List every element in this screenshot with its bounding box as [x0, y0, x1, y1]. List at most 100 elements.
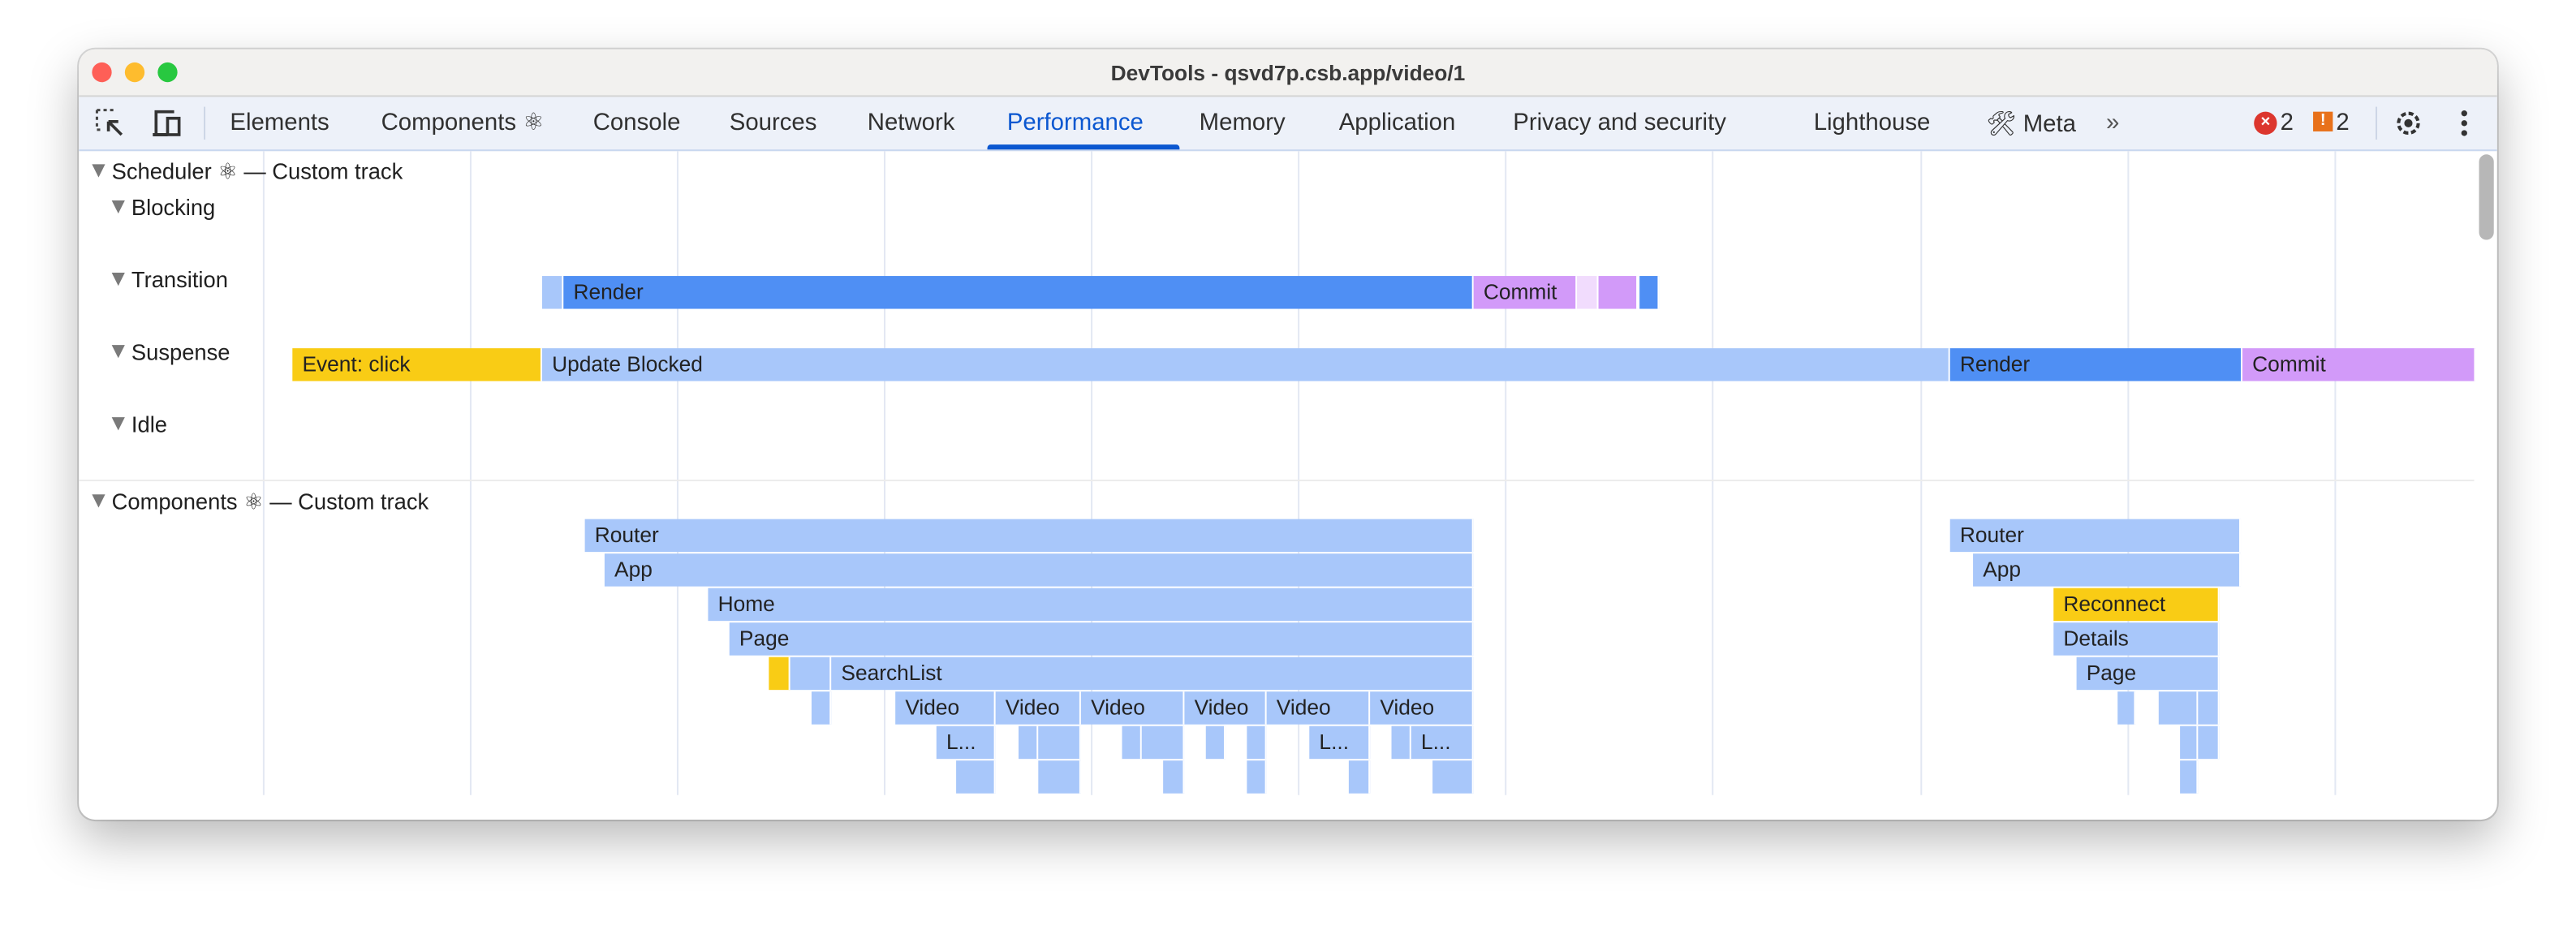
gridline — [1091, 151, 1093, 795]
tab-sources[interactable]: Sources — [729, 110, 817, 137]
performance-timeline[interactable]: Scheduler ⚛ — Custom track Blocking Tran… — [79, 151, 2497, 820]
collapse-triangle-icon — [111, 345, 125, 359]
flame-bar[interactable] — [1247, 760, 1267, 794]
flame-bar[interactable] — [2198, 691, 2220, 725]
gridline — [1920, 151, 1923, 795]
inspect-element-icon[interactable] — [95, 109, 124, 138]
flame-bar[interactable] — [769, 657, 790, 691]
flame-bar[interactable]: Reconnect — [2053, 588, 2220, 622]
lane-idle[interactable]: Idle — [111, 412, 168, 437]
commit-bar[interactable]: Commit — [2242, 348, 2476, 381]
lane-label: Idle — [131, 412, 168, 437]
flame-bar[interactable]: App — [1973, 553, 2242, 587]
flame-bar[interactable]: Page — [2076, 657, 2220, 691]
lane-label: Transition — [131, 267, 228, 293]
kebab-menu-icon[interactable] — [2458, 109, 2470, 138]
flame-bar[interactable]: Details — [2053, 622, 2220, 656]
tab-meta-label: Meta — [2022, 111, 2076, 139]
collapse-triangle-icon — [111, 273, 125, 286]
flame-bar[interactable] — [956, 760, 996, 794]
tab-components[interactable]: Components ⚛ — [381, 110, 545, 137]
close-button[interactable] — [92, 62, 112, 83]
tab-performance[interactable]: Performance — [1006, 110, 1144, 137]
flame-bar[interactable] — [1019, 725, 1039, 760]
flame-bar[interactable] — [2158, 691, 2199, 725]
lane-blocking[interactable]: Blocking — [111, 195, 216, 221]
tab-meta[interactable]: 🛠 Meta — [1986, 110, 2076, 138]
flame-bar[interactable] — [1122, 725, 1142, 760]
flame-bar[interactable] — [1391, 725, 1411, 760]
gridline — [1712, 151, 1714, 795]
flame-bar[interactable]: Video — [1080, 691, 1185, 725]
flame-bar[interactable]: L... — [1309, 725, 1371, 760]
title-bar: DevTools - qsvd7p.csb.app/video/1 — [79, 49, 2497, 97]
flame-bar[interactable] — [1598, 276, 1639, 309]
tab-application[interactable]: Application — [1338, 110, 1456, 137]
lane-label: Blocking — [131, 195, 216, 221]
devtools-window: DevTools - qsvd7p.csb.app/video/1 Elemen… — [79, 49, 2497, 820]
flame-bar[interactable]: Video — [1370, 691, 1474, 725]
vertical-scrollbar[interactable] — [2479, 154, 2494, 240]
lane-suspense[interactable]: Suspense — [111, 340, 230, 364]
tab-memory[interactable]: Memory — [1199, 110, 1286, 137]
device-toolbar-icon[interactable] — [151, 109, 183, 138]
flame-bar[interactable]: App — [604, 553, 1474, 587]
event-click-bar[interactable]: Event: click — [292, 348, 542, 381]
scheduler-track-header[interactable]: Scheduler ⚛ — Custom track — [92, 159, 403, 185]
flame-bar[interactable] — [2180, 725, 2199, 760]
flame-bar[interactable]: Router — [584, 519, 1474, 553]
flame-bar[interactable] — [541, 276, 564, 309]
flame-bar[interactable]: Router — [1949, 519, 2242, 553]
flame-bar[interactable] — [1577, 276, 1599, 309]
commit-bar[interactable]: Commit — [1473, 276, 1578, 309]
track-divider — [79, 480, 2475, 482]
flame-bar[interactable] — [1432, 760, 1474, 794]
gridline — [469, 151, 472, 795]
flame-bar[interactable]: Video — [1184, 691, 1267, 725]
flame-bar[interactable] — [1205, 725, 1226, 760]
tab-privacy-and-security[interactable]: Privacy and security — [1513, 110, 1726, 137]
errors-count[interactable]: 2 — [2280, 110, 2294, 137]
flame-bar[interactable] — [2198, 725, 2220, 760]
components-track-header[interactable]: Components ⚛ — Custom track — [92, 489, 429, 515]
render-bar[interactable]: Render — [1949, 348, 2243, 381]
flame-bar[interactable] — [1038, 725, 1081, 760]
flame-bar[interactable] — [790, 657, 832, 691]
flame-bar[interactable]: Video — [1266, 691, 1371, 725]
more-tabs-button[interactable]: » — [2106, 110, 2120, 137]
flame-bar[interactable]: L... — [1411, 725, 1474, 760]
flame-bar[interactable]: SearchList — [831, 657, 1474, 691]
minimize-button[interactable] — [124, 62, 145, 83]
flame-bar[interactable]: Home — [708, 588, 1474, 622]
flame-bar[interactable] — [1038, 760, 1081, 794]
main-toolbar: Elements Components ⚛ Console Sources Ne… — [79, 97, 2497, 152]
flame-bar[interactable] — [2117, 691, 2136, 725]
flame-bar[interactable] — [1639, 276, 1660, 309]
collapse-triangle-icon — [111, 200, 125, 214]
flame-bar[interactable] — [1141, 725, 1185, 760]
flame-bar[interactable] — [811, 691, 832, 725]
tab-elements[interactable]: Elements — [230, 110, 330, 137]
error-icon[interactable]: × — [2254, 111, 2277, 135]
flame-bar[interactable] — [1247, 725, 1267, 760]
tab-lighthouse[interactable]: Lighthouse — [1813, 110, 1931, 137]
flame-bar[interactable]: Page — [729, 622, 1474, 656]
flame-bar[interactable]: Video — [995, 691, 1081, 725]
gridline — [262, 151, 265, 795]
flame-bar[interactable]: L... — [936, 725, 996, 760]
gear-icon[interactable] — [2392, 107, 2424, 140]
warnings-count[interactable]: 2 — [2336, 110, 2350, 137]
update-blocked-bar[interactable]: Update Blocked — [541, 348, 1950, 381]
gridline — [1298, 151, 1300, 795]
lane-transition[interactable]: Transition — [111, 267, 228, 293]
maximize-button[interactable] — [157, 62, 178, 83]
flame-bar[interactable]: Video — [895, 691, 996, 725]
flame-bar[interactable] — [2180, 760, 2199, 794]
warning-icon[interactable]: ! — [2313, 111, 2333, 131]
flame-bar[interactable] — [1348, 760, 1371, 794]
render-bar[interactable]: Render — [563, 276, 1474, 309]
tab-network[interactable]: Network — [867, 110, 955, 137]
flame-bar[interactable] — [1163, 760, 1185, 794]
tab-console[interactable]: Console — [592, 110, 681, 137]
active-tab-indicator — [987, 144, 1180, 150]
